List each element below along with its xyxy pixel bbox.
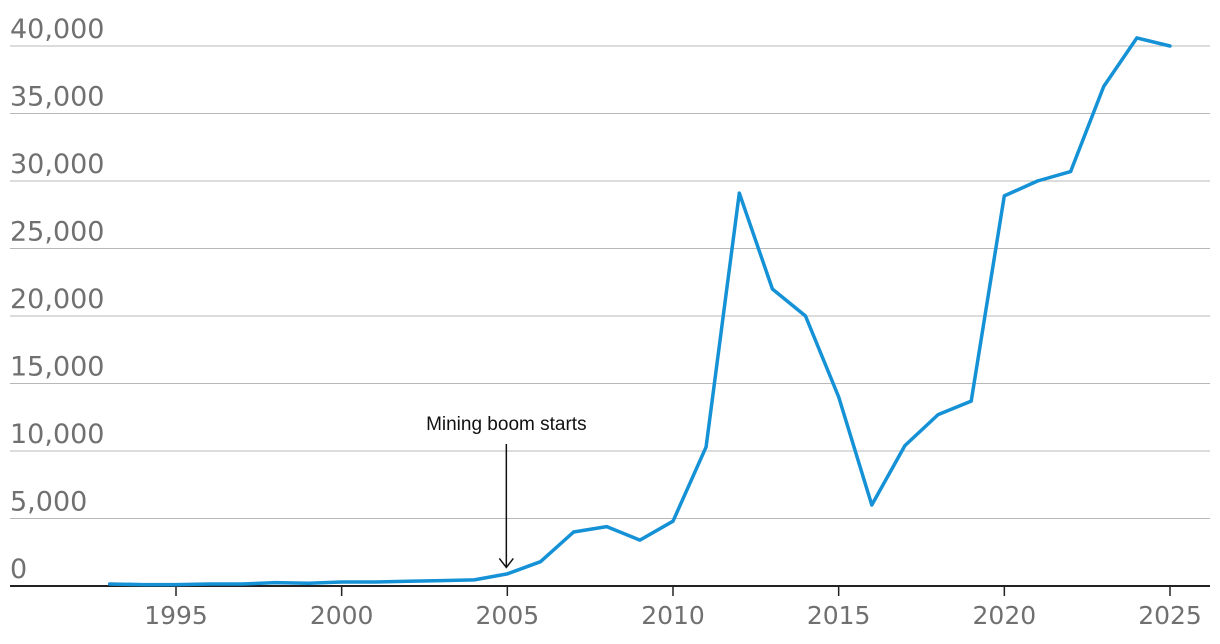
y-tick-label: 0	[10, 554, 27, 585]
data-point	[472, 578, 476, 582]
data-point	[108, 582, 112, 586]
y-tick-label: 5,000	[10, 487, 87, 518]
y-tick-label: 25,000	[10, 217, 104, 248]
data-point	[1102, 85, 1106, 88]
data-point	[307, 581, 310, 585]
annotations: Mining boom starts	[426, 414, 587, 569]
data-point	[340, 580, 344, 584]
x-tick-label: 2015	[807, 601, 871, 630]
y-axis-tick-labels: 0 5,000 10,000 15,000 20,000 25,000 30,000 35,0…	[10, 14, 104, 585]
x-tick-label: 2005	[476, 601, 540, 630]
series-line	[107, 36, 1172, 587]
data-point	[1168, 44, 1172, 48]
data-point	[373, 580, 377, 584]
y-tick-label: 40,000	[10, 14, 104, 45]
gridlines	[10, 45, 1210, 519]
data-point	[671, 519, 675, 523]
data-point	[1135, 36, 1139, 40]
x-axis-tick-labels: 1995 2000 2005 2010 2015 2020 2025	[144, 586, 1202, 630]
data-point	[903, 444, 907, 448]
data-point	[174, 583, 178, 587]
data-point	[240, 582, 244, 586]
series-layer	[107, 36, 1172, 587]
data-point	[406, 579, 410, 583]
data-point	[936, 413, 940, 417]
x-tick-label: 2010	[641, 601, 705, 630]
data-point	[804, 314, 807, 318]
data-point	[273, 581, 277, 585]
data-point	[870, 503, 874, 507]
data-point	[605, 525, 609, 529]
y-tick-label: 35,000	[10, 82, 104, 113]
data-point	[837, 395, 841, 399]
data-point	[969, 399, 973, 403]
x-tick-label: 2020	[973, 601, 1037, 630]
y-tick-label: 10,000	[10, 419, 104, 450]
data-point	[770, 287, 774, 291]
data-point	[1069, 170, 1073, 174]
data-point	[572, 530, 576, 534]
y-tick-label: 30,000	[10, 149, 104, 180]
data-point	[439, 579, 443, 583]
data-point	[207, 582, 211, 586]
data-point	[1002, 194, 1006, 198]
data-point	[704, 445, 708, 449]
data-point	[539, 560, 542, 564]
data-point	[141, 583, 145, 587]
data-point	[638, 538, 642, 542]
data-point	[505, 572, 509, 576]
data-point	[1036, 179, 1039, 183]
annotation-arrow-head	[498, 557, 514, 569]
x-tick-label: 2025	[1138, 601, 1202, 630]
data-point	[737, 191, 741, 195]
y-tick-label: 20,000	[10, 284, 104, 315]
x-tick-label: 2000	[310, 601, 374, 630]
annotation-label: Mining boom starts	[426, 414, 587, 435]
x-tick-label: 1995	[144, 601, 208, 630]
y-tick-label: 15,000	[10, 352, 104, 383]
